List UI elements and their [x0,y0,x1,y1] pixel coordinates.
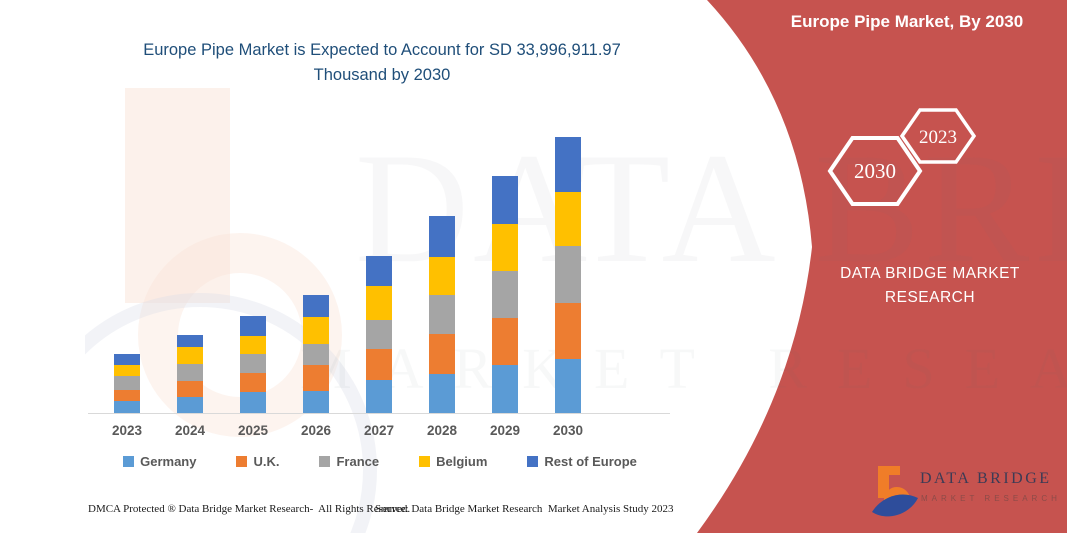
hexagon-2023-icon [899,108,977,164]
legend-item-rest-of-europe: Rest of Europe [527,454,637,469]
bar-2027 [366,256,392,413]
x-axis-line [88,413,670,414]
legend-label: Germany [140,454,197,469]
bar-segment-2028-france [429,295,455,334]
bar-segment-2030-u-k- [555,303,581,359]
legend-swatch-icon [123,456,135,467]
x-axis-label-2027: 2027 [363,423,395,438]
legend-label: U.K. [253,454,280,469]
bar-segment-2023-germany [114,401,140,413]
hexagon-2030-icon [827,136,923,206]
x-axis-label-2028: 2028 [426,423,458,438]
bar-segment-2025-u-k- [240,373,266,392]
bar-segment-2029-u-k- [492,318,518,365]
bar-segment-2028-germany [429,374,455,413]
legend-swatch-icon [236,456,248,467]
bar-2025 [240,316,266,413]
legend-label: Rest of Europe [544,454,637,469]
bar-segment-2026-u-k- [303,365,329,391]
bar-2023 [114,354,140,413]
bar-segment-2023-rest-of-europe [114,354,140,365]
legend-label: Belgium [436,454,488,469]
bar-segment-2026-france [303,344,329,365]
bar-segment-2023-belgium [114,365,140,376]
bar-segment-2030-belgium [555,192,581,246]
legend-item-belgium: Belgium [419,454,487,469]
x-axis-label-2030: 2030 [552,423,584,438]
x-axis-label-2026: 2026 [300,423,332,438]
banner-brand-text: DATA BRIDGE MARKET RESEARCH [840,265,1020,307]
x-axis-label-2025: 2025 [237,423,269,438]
bar-segment-2024-u-k- [177,381,203,397]
bar-segment-2025-germany [240,392,266,413]
bar-segment-2029-rest-of-europe [492,176,518,224]
bar-segment-2024-rest-of-europe [177,335,203,347]
chart-legend: Germany U.K. France Belgium Rest of Europe [90,454,670,469]
bar-2029 [492,176,518,413]
logo-name-text: DATA BRIDGE [920,470,1052,487]
legend-swatch-icon [319,456,331,467]
bar-2026 [303,295,329,413]
chart-title-line1: Europe Pipe Market is Expected to Accoun… [143,41,621,59]
bar-2030 [555,137,581,413]
hexagon-2023-label: 2023 [919,127,957,148]
chart-title-line2: Thousand by 2030 [313,65,451,84]
legend-item-u-k-: U.K. [236,454,279,469]
bar-segment-2026-germany [303,391,329,413]
bar-segment-2027-u-k- [366,349,392,380]
logo-subtitle-text: MARKET RESEARCH [921,494,1061,503]
bar-2028 [429,216,455,413]
bar-segment-2028-rest-of-europe [429,216,455,257]
bar-segment-2029-germany [492,365,518,413]
x-axis-label-2029: 2029 [489,423,521,438]
legend-swatch-icon [419,456,431,467]
bar-segment-2024-belgium [177,347,203,364]
bar-2024 [177,335,203,413]
bar-segment-2029-france [492,271,518,318]
x-axis-label-2023: 2023 [111,423,143,438]
bar-segment-2025-france [240,354,266,373]
bar-segment-2025-belgium [240,336,266,354]
bar-segment-2028-u-k- [429,334,455,374]
bar-segment-2026-belgium [303,317,329,344]
legend-swatch-icon [527,456,539,467]
x-axis-label-2024: 2024 [174,423,206,438]
bar-segment-2030-germany [555,359,581,413]
bar-segment-2023-u-k- [114,390,140,401]
hexagon-2030-label: 2030 [854,159,896,183]
bar-segment-2030-france [555,246,581,303]
bar-segment-2030-rest-of-europe [555,137,581,192]
chart-title: Europe Pipe Market is Expected to Accoun… [62,38,702,88]
footer-source-text: Source: Data Bridge Market Research Mark… [375,503,674,515]
bar-segment-2027-germany [366,380,392,413]
legend-label: France [336,454,380,469]
bar-segment-2029-belgium [492,224,518,271]
bar-segment-2024-germany [177,397,203,413]
bar-segment-2026-rest-of-europe [303,295,329,317]
bar-segment-2027-rest-of-europe [366,256,392,286]
legend-item-france: France [319,454,379,469]
banner-title: Europe Pipe Market, By 2030 [790,12,1024,31]
bar-segment-2028-belgium [429,257,455,295]
footer-dmca-text: DMCA Protected ® Data Bridge Market Rese… [88,503,411,515]
bar-segment-2024-france [177,364,203,381]
bar-segment-2025-rest-of-europe [240,316,266,336]
data-bridge-logo-icon [872,466,918,517]
bar-segment-2023-france [114,376,140,390]
bar-segment-2027-france [366,320,392,349]
legend-item-germany: Germany [123,454,196,469]
bar-segment-2027-belgium [366,286,392,320]
